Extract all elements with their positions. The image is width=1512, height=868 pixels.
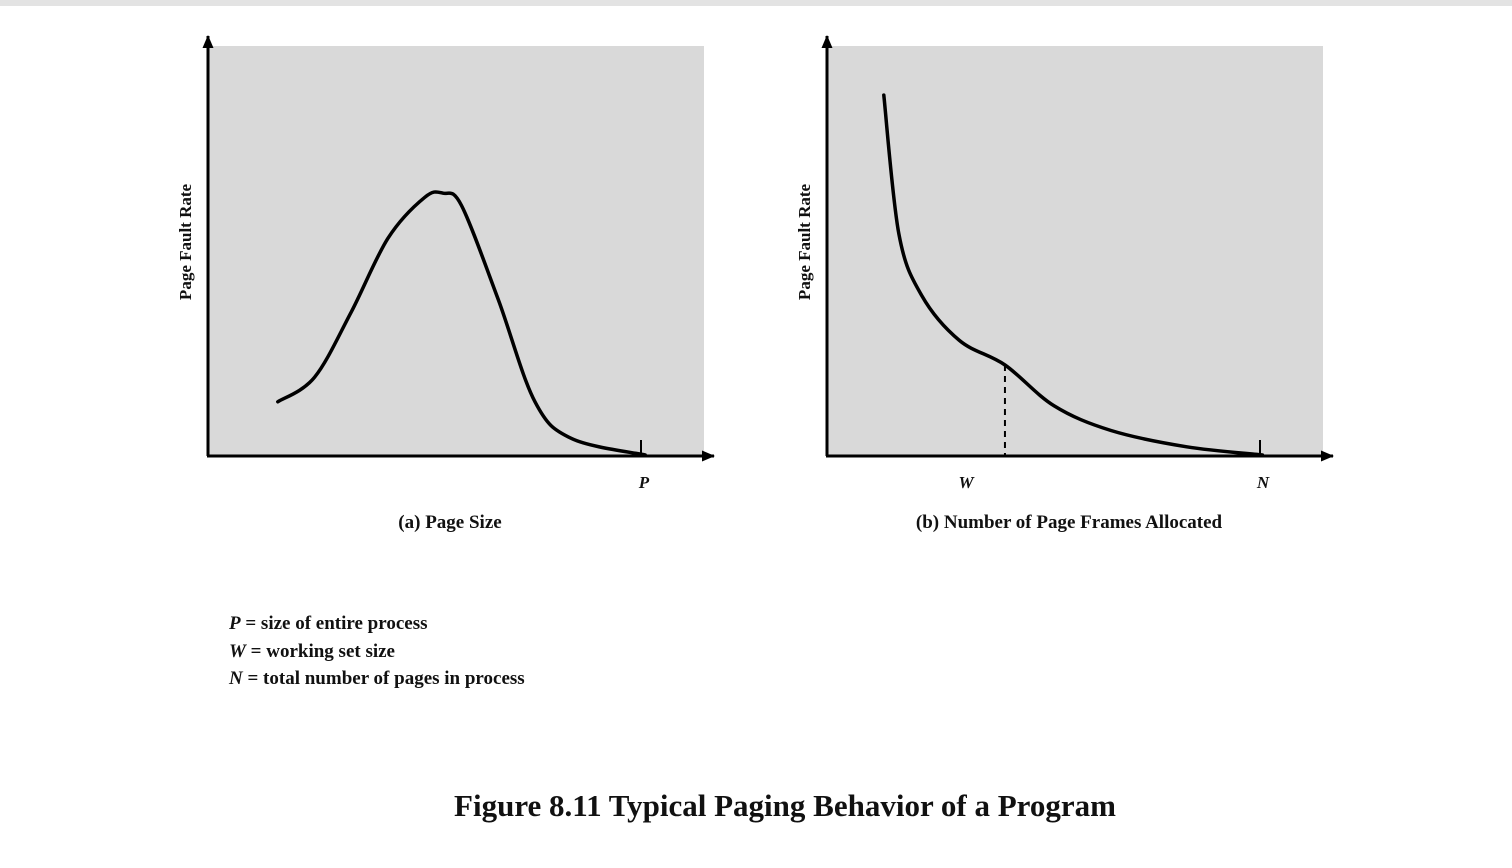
chart-b-tick-label-n: N	[1256, 473, 1270, 492]
chart-a: P Page Fault Rate (a) Page Size	[176, 35, 715, 533]
legend-item: N = total number of pages in process	[229, 665, 525, 693]
chart-b-plot-area	[827, 46, 1323, 455]
chart-b-y-label: Page Fault Rate	[795, 183, 814, 300]
legend-symbol: N	[229, 668, 243, 689]
chart-a-caption: (a) Page Size	[398, 512, 501, 533]
chart-a-curve	[276, 190, 647, 457]
figure-title: Figure 8.11 Typical Paging Behavior of a…	[454, 788, 1116, 823]
legend: P = size of entire process W = working s…	[229, 610, 525, 693]
chart-a-y-label: Page Fault Rate	[176, 183, 195, 300]
legend-symbol: W	[229, 640, 246, 662]
chart-a-tick-label-p: P	[638, 473, 650, 492]
legend-symbol: P	[229, 613, 241, 634]
legend-item: P = size of entire process	[229, 610, 525, 638]
legend-text: = size of entire process	[240, 613, 428, 634]
legend-text: = working set size	[245, 640, 395, 662]
legend-item: W = working set size	[229, 638, 525, 666]
chart-b-caption: (b) Number of Page Frames Allocated	[916, 512, 1223, 533]
chart-a-plot-area	[208, 46, 704, 455]
chart-b-tick-label-w: W	[958, 473, 975, 492]
chart-b: W N Page Fault Rate (b) Number of Page F…	[795, 35, 1334, 533]
legend-text: = total number of pages in process	[242, 668, 525, 689]
chart-b-curve	[882, 93, 1265, 457]
top-border	[0, 0, 1512, 6]
